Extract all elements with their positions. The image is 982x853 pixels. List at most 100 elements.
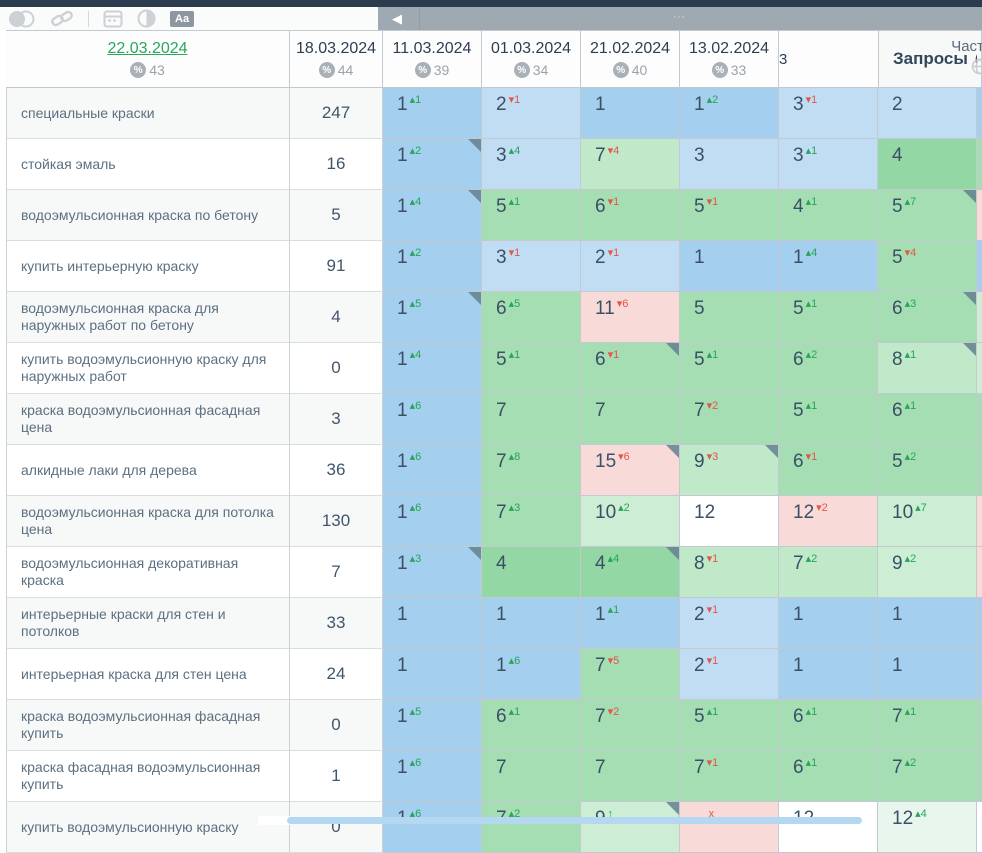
position-cell[interactable]: --x xyxy=(680,802,779,853)
position-cell[interactable]: 5▴7 xyxy=(878,190,977,241)
position-cell[interactable]: 7 xyxy=(482,394,581,445)
position-cell[interactable]: 7▴2 xyxy=(878,751,977,802)
date-column-header[interactable]: 01.03.2024%34 xyxy=(482,30,581,88)
query-cell[interactable]: краска фасадная водоэмульсионная купить xyxy=(6,751,290,802)
position-cell[interactable]: 6▾1 xyxy=(779,445,878,496)
query-cell[interactable]: водоэмульсионная декоративная краска xyxy=(6,547,290,598)
query-cell[interactable]: купить интерьерную краску xyxy=(6,241,290,292)
position-cell[interactable]: 4 xyxy=(482,547,581,598)
position-cell[interactable]: 5 xyxy=(680,292,779,343)
position-cell[interactable]: 6▴1 xyxy=(779,751,878,802)
position-cell[interactable]: 7▴8 xyxy=(482,445,581,496)
position-cell[interactable]: 5▴1 xyxy=(482,190,581,241)
position-cell[interactable]: 1▴6 xyxy=(383,445,482,496)
position-cell[interactable]: 2▾1 xyxy=(680,649,779,700)
query-cell[interactable]: купить водоэмульсионную краску для наруж… xyxy=(6,343,290,394)
query-cell[interactable]: водоэмульсионная краска по бетону xyxy=(6,190,290,241)
position-cell[interactable]: 1▴1 xyxy=(581,598,680,649)
query-cell[interactable]: водоэмульсионная краска для наружных раб… xyxy=(6,292,290,343)
position-cell[interactable]: 1▴6 xyxy=(383,751,482,802)
position-cell[interactable]: 5▴1 xyxy=(680,343,779,394)
position-cell[interactable]: 7▾2 xyxy=(581,700,680,751)
position-cell[interactable]: 7▴3 xyxy=(482,496,581,547)
position-cell[interactable]: 5▴1 xyxy=(779,292,878,343)
position-cell[interactable]: 15▾6 xyxy=(581,445,680,496)
query-cell[interactable]: специальные краски xyxy=(6,88,290,139)
position-cell[interactable]: 6▴1 xyxy=(878,394,977,445)
position-cell[interactable]: 6▾1 xyxy=(581,190,680,241)
position-cell[interactable]: 1 xyxy=(482,598,581,649)
position-cell[interactable]: 1▴5 xyxy=(383,700,482,751)
position-cell[interactable]: 7▾5 xyxy=(581,649,680,700)
position-cell[interactable]: 1▴1 xyxy=(383,88,482,139)
frequency-header[interactable]: Частота xyxy=(977,30,982,88)
position-cell[interactable]: 10▴7 xyxy=(878,496,977,547)
query-cell[interactable]: краска водоэмульсионная фасадная купить xyxy=(6,700,290,751)
position-cell[interactable]: 7▴2 xyxy=(779,547,878,598)
position-cell[interactable]: 2▾1 xyxy=(482,88,581,139)
position-cell[interactable]: 1 xyxy=(581,88,680,139)
font-size-icon[interactable]: Aa xyxy=(170,11,194,27)
query-cell[interactable]: интерьерные краски для стен и потолков xyxy=(6,598,290,649)
position-cell[interactable]: 1▴4 xyxy=(383,190,482,241)
position-cell[interactable]: 3 xyxy=(680,139,779,190)
position-cell[interactable]: 1▴6 xyxy=(383,496,482,547)
position-cell[interactable]: 6▴2 xyxy=(779,343,878,394)
more-dots-icon[interactable]: ⋯ xyxy=(378,9,982,25)
position-cell[interactable]: 3▴1 xyxy=(779,139,878,190)
position-cell[interactable]: 5▾1 xyxy=(680,190,779,241)
position-cell[interactable]: 7 xyxy=(581,751,680,802)
position-cell[interactable]: 3▴4 xyxy=(482,139,581,190)
position-cell[interactable]: 1▴4 xyxy=(383,343,482,394)
position-cell[interactable]: 2 xyxy=(878,88,977,139)
position-cell[interactable]: 1 xyxy=(383,649,482,700)
position-cell[interactable]: 1▴2 xyxy=(680,88,779,139)
position-cell[interactable]: 3▾1 xyxy=(482,241,581,292)
position-cell[interactable]: 1▴6 xyxy=(383,394,482,445)
position-cell[interactable]: 1▴5 xyxy=(383,292,482,343)
position-cell[interactable]: 1▴2 xyxy=(383,139,482,190)
contrast-icon[interactable] xyxy=(137,9,156,28)
position-cell[interactable]: 3▾1 xyxy=(779,88,878,139)
position-cell[interactable]: 2▾1 xyxy=(581,241,680,292)
position-cell[interactable]: 5▴1 xyxy=(680,700,779,751)
position-cell[interactable]: 6▴5 xyxy=(482,292,581,343)
position-cell[interactable]: 12 xyxy=(779,802,878,853)
position-cell[interactable]: 8▾1 xyxy=(680,547,779,598)
position-cell[interactable]: 1 xyxy=(680,241,779,292)
position-cell[interactable]: 11▾6 xyxy=(581,292,680,343)
query-cell[interactable]: краска водоэмульсионная фасадная цена xyxy=(6,394,290,445)
position-cell[interactable]: 2▾1 xyxy=(680,598,779,649)
date-column-header[interactable]: 18.03.2024%44 xyxy=(290,30,383,88)
position-cell[interactable]: 1▴4 xyxy=(779,241,878,292)
overlap-circles-icon[interactable] xyxy=(8,10,36,28)
horizontal-scrollbar-thumb[interactable] xyxy=(287,817,862,824)
position-cell[interactable]: 1▴3 xyxy=(383,547,482,598)
position-cell[interactable]: 1▴2 xyxy=(383,241,482,292)
date-column-header[interactable]: 21.02.2024%40 xyxy=(581,30,680,88)
position-cell[interactable]: 7 xyxy=(581,394,680,445)
position-cell[interactable]: 5▴1 xyxy=(482,343,581,394)
position-cell[interactable]: 8▴1 xyxy=(878,343,977,394)
position-cell[interactable]: 6▾1 xyxy=(581,343,680,394)
date-column-header[interactable]: 11.03.2024%39 xyxy=(383,30,482,88)
position-cell[interactable]: 1 xyxy=(878,598,977,649)
position-cell[interactable]: 7▾1 xyxy=(680,751,779,802)
position-cell[interactable]: 5▴2 xyxy=(878,445,977,496)
position-cell[interactable]: 1 xyxy=(779,649,878,700)
position-cell[interactable]: 7▴1 xyxy=(878,700,977,751)
position-cell[interactable]: 6▴1 xyxy=(482,700,581,751)
position-cell[interactable]: 1 xyxy=(878,649,977,700)
position-cell[interactable]: 9↑ xyxy=(581,802,680,853)
position-cell[interactable]: 9▾3 xyxy=(680,445,779,496)
position-cell[interactable]: 10▴2 xyxy=(581,496,680,547)
position-cell[interactable]: 4▴1 xyxy=(779,190,878,241)
position-cell[interactable]: 9▴2 xyxy=(878,547,977,598)
query-cell[interactable]: интерьерная краска для стен цена xyxy=(6,649,290,700)
date-column-header[interactable]: 13.02.2024%33 xyxy=(680,30,779,88)
position-cell[interactable]: 5▴1 xyxy=(779,394,878,445)
query-cell[interactable]: водоэмульсионная краска для потолка цена xyxy=(6,496,290,547)
position-cell[interactable]: 1▴6 xyxy=(482,649,581,700)
partial-date-column-header[interactable]: 3 xyxy=(779,30,878,88)
position-cell[interactable]: 1 xyxy=(383,598,482,649)
